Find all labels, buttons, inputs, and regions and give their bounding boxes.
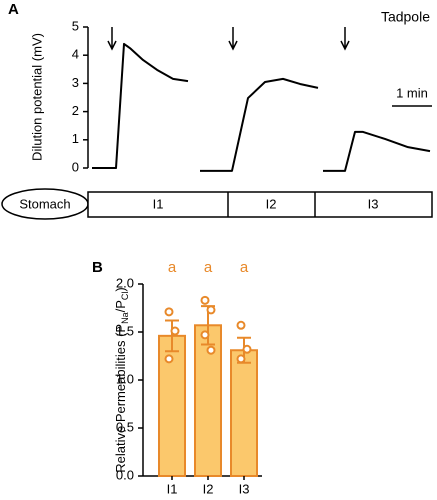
panel-label: B <box>92 259 103 276</box>
error-bar <box>237 336 251 364</box>
y-tick-label: 4 <box>72 47 79 62</box>
y-tick-label: 0.5 <box>116 419 134 434</box>
trace <box>323 130 431 172</box>
segment-label: I2 <box>266 196 277 211</box>
data-point <box>242 344 252 354</box>
x-tick-label: I2 <box>203 481 214 496</box>
intestine-shape <box>87 191 433 218</box>
data-point <box>236 354 246 364</box>
segment-label: I3 <box>368 196 379 211</box>
y-tick-label: 2.0 <box>116 275 134 290</box>
y-tick-label: 1 <box>72 131 79 146</box>
data-point <box>164 307 174 317</box>
y-label-part: Relative Permeabilities (P <box>113 324 128 473</box>
y-tick-label: 1.5 <box>116 323 134 338</box>
data-point <box>206 345 216 355</box>
y-label-part: Na <box>120 312 130 324</box>
segment-label: I1 <box>153 196 164 211</box>
data-point <box>164 354 174 364</box>
panel-label: A <box>8 1 19 18</box>
scale-bar-label: 1 min <box>396 85 428 100</box>
data-point <box>206 305 216 315</box>
x-tick-label: I1 <box>167 481 178 496</box>
data-point <box>200 330 210 340</box>
condition-label: Tadpole <box>381 9 430 25</box>
y-axis-label: Dilution potential (mV) <box>29 33 44 161</box>
data-point <box>236 320 246 330</box>
y-tick-label: 5 <box>72 18 79 33</box>
stomach-label: Stomach <box>19 196 70 211</box>
data-point <box>200 295 210 305</box>
y-tick-label: 0 <box>72 159 79 174</box>
arrow <box>228 27 238 51</box>
y-tick-label: 0.0 <box>116 467 134 482</box>
y-tick-label: 2 <box>72 103 79 118</box>
y-tick-label: 1.0 <box>116 371 134 386</box>
arrow <box>340 27 350 51</box>
error-bar <box>201 305 215 346</box>
arrow <box>107 27 117 51</box>
trace <box>200 77 319 172</box>
bar <box>230 349 258 477</box>
y-label-part: /P <box>113 300 128 312</box>
y-axis-label: Relative Permeabilities (PNa/PCl) <box>113 287 130 473</box>
x-tick-label: I3 <box>239 481 250 496</box>
y-tick-label: 3 <box>72 75 79 90</box>
y-label-part: ) <box>113 287 128 291</box>
data-point <box>170 326 180 336</box>
significance-letter: a <box>240 259 249 276</box>
y-label-part: Cl <box>120 292 130 301</box>
significance-letter: a <box>204 259 213 276</box>
trace <box>92 42 189 169</box>
significance-letter: a <box>168 259 177 276</box>
